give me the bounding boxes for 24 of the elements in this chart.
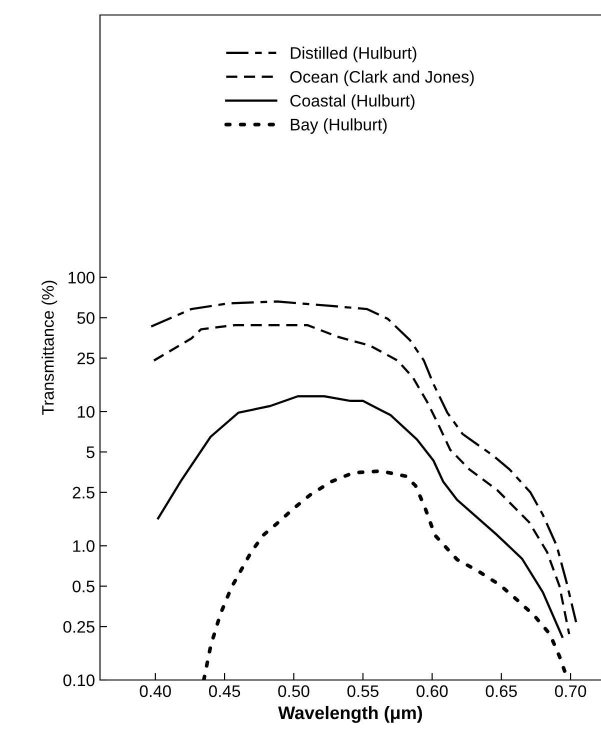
x-tick-label: 0.55 (347, 685, 378, 698)
x-axis-title: Wavelength (μm) (278, 706, 422, 723)
y-axis-title: Transmittance (%) (42, 280, 58, 415)
y-tick-label: 0.25 (63, 620, 94, 633)
legend-label: Ocean (Clark and Jones) (290, 70, 474, 86)
y-tick-label: 10 (78, 406, 94, 418)
y-tick-label: 50 (77, 312, 94, 324)
x-tick-label: 0.50 (278, 685, 310, 698)
x-tick-label: 0.65 (486, 685, 517, 698)
y-tick-label: 2.5 (72, 486, 94, 499)
x-tick-label: 0.40 (140, 685, 171, 698)
legend-label: Coastal (Hulburt) (290, 94, 414, 110)
y-tick-label: 25 (77, 352, 94, 364)
y-tick-label: 1.0 (73, 540, 94, 552)
x-tick-label: 0.60 (416, 685, 448, 698)
x-tick-label: 0.45 (208, 685, 240, 698)
x-tick-label: 0.70 (554, 685, 586, 698)
y-tick-label: 100 (68, 272, 94, 284)
legend-label: Distilled (Hulburt) (290, 46, 416, 62)
legend-label: Bay (Hulburt) (290, 118, 387, 134)
line-series (157, 395, 564, 638)
y-tick-label: 0.10 (63, 674, 94, 686)
y-tick-label: 0.5 (72, 580, 94, 592)
y-tick-label: 5 (86, 446, 94, 458)
